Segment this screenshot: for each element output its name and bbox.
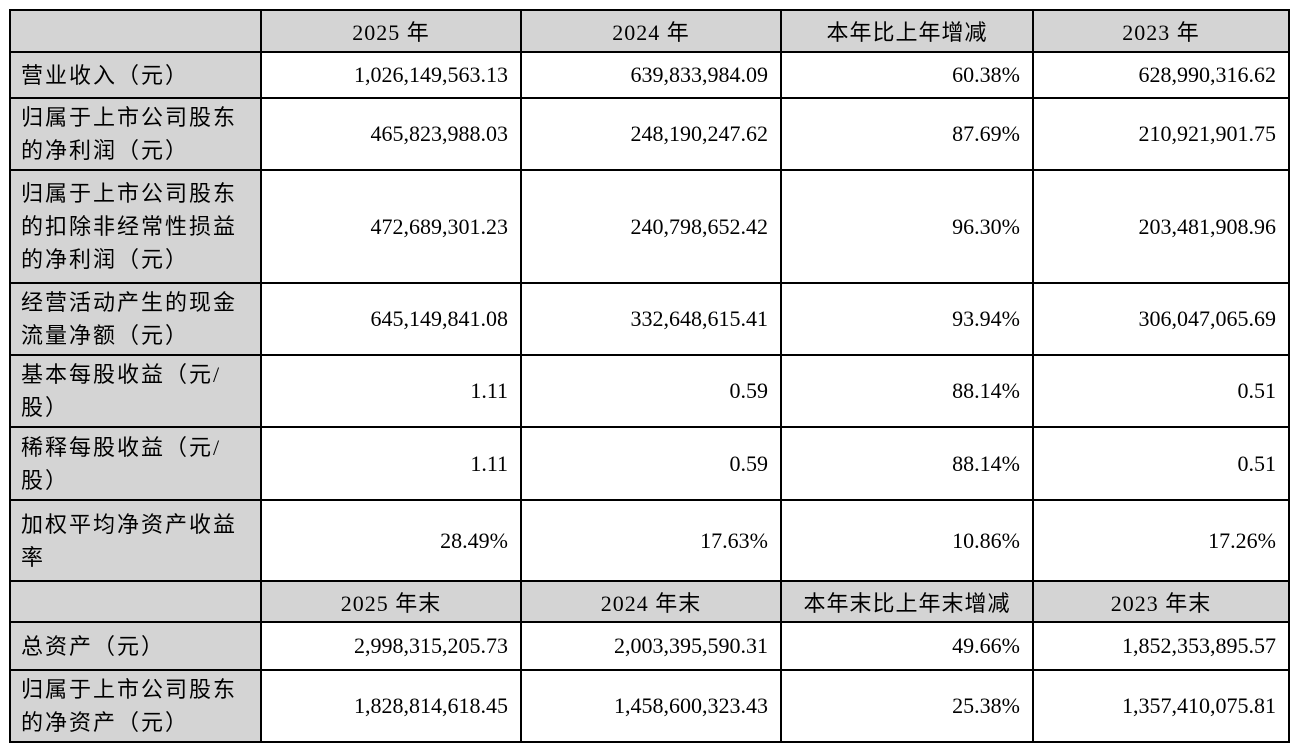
row-net-profit-deducted: 归属于上市公司股东的扣除非经常性损益的净利润（元） 472,689,301.23…	[9, 169, 1290, 284]
cell-2025-value: 28.49%	[260, 499, 522, 582]
header-year-2025: 2025 年	[260, 9, 522, 53]
cell-2023-value: 17.26%	[1032, 499, 1290, 582]
header-row-period-end: 2025 年末 2024 年末 本年末比上年末增减 2023 年末	[9, 580, 1290, 623]
header-row-annual: 2025 年 2024 年 本年比上年增减 2023 年	[9, 9, 1290, 53]
cell-2024-value: 639,833,984.09	[520, 51, 782, 99]
cell-change-value: 87.69%	[780, 97, 1034, 171]
header-corner-cell	[9, 9, 262, 53]
cell-change-value: 88.14%	[780, 426, 1034, 501]
financial-summary-table: 2025 年 2024 年 本年比上年增减 2023 年 营业收入（元） 1,0…	[9, 9, 1290, 743]
header-year-2023: 2023 年	[1032, 9, 1290, 53]
row-operating-cash-flow: 经营活动产生的现金流量净额（元） 645,149,841.08 332,648,…	[9, 282, 1290, 356]
row-label: 经营活动产生的现金流量净额（元）	[9, 282, 262, 356]
cell-change-value: 60.38%	[780, 51, 1034, 99]
row-label: 归属于上市公司股东的净资产（元）	[9, 669, 262, 743]
header-2023-year-end: 2023 年末	[1032, 580, 1290, 623]
cell-change-value: 25.38%	[780, 669, 1034, 743]
cell-2025-value: 2,998,315,205.73	[260, 621, 522, 671]
cell-2024-value: 332,648,615.41	[520, 282, 782, 356]
cell-2023-value: 1,852,353,895.57	[1032, 621, 1290, 671]
header-yoy-change: 本年比上年增减	[780, 9, 1034, 53]
cell-change-value: 10.86%	[780, 499, 1034, 582]
row-label: 基本每股收益（元/股）	[9, 354, 262, 428]
cell-2024-value: 240,798,652.42	[520, 169, 782, 284]
cell-2023-value: 210,921,901.75	[1032, 97, 1290, 171]
row-label: 加权平均净资产收益率	[9, 499, 262, 582]
cell-2023-value: 1,357,410,075.81	[1032, 669, 1290, 743]
row-label: 归属于上市公司股东的扣除非经常性损益的净利润（元）	[9, 169, 262, 284]
header-year-end-change: 本年末比上年末增减	[780, 580, 1034, 623]
cell-2025-value: 465,823,988.03	[260, 97, 522, 171]
row-diluted-eps: 稀释每股收益（元/股） 1.11 0.59 88.14% 0.51	[9, 426, 1290, 501]
header-2024-year-end: 2024 年末	[520, 580, 782, 623]
cell-2024-value: 0.59	[520, 426, 782, 501]
cell-2025-value: 645,149,841.08	[260, 282, 522, 356]
cell-2024-value: 248,190,247.62	[520, 97, 782, 171]
cell-2023-value: 628,990,316.62	[1032, 51, 1290, 99]
cell-2025-value: 1,828,814,618.45	[260, 669, 522, 743]
cell-2025-value: 1.11	[260, 354, 522, 428]
row-weighted-avg-roe: 加权平均净资产收益率 28.49% 17.63% 10.86% 17.26%	[9, 499, 1290, 582]
cell-2024-value: 0.59	[520, 354, 782, 428]
row-label: 总资产（元）	[9, 621, 262, 671]
cell-2023-value: 0.51	[1032, 354, 1290, 428]
row-revenue: 营业收入（元） 1,026,149,563.13 639,833,984.09 …	[9, 51, 1290, 99]
cell-2024-value: 1,458,600,323.43	[520, 669, 782, 743]
cell-2024-value: 2,003,395,590.31	[520, 621, 782, 671]
cell-change-value: 88.14%	[780, 354, 1034, 428]
row-basic-eps: 基本每股收益（元/股） 1.11 0.59 88.14% 0.51	[9, 354, 1290, 428]
row-net-profit: 归属于上市公司股东的净利润（元） 465,823,988.03 248,190,…	[9, 97, 1290, 171]
cell-2025-value: 1,026,149,563.13	[260, 51, 522, 99]
header-year-2024: 2024 年	[520, 9, 782, 53]
cell-change-value: 49.66%	[780, 621, 1034, 671]
cell-2023-value: 203,481,908.96	[1032, 169, 1290, 284]
cell-2024-value: 17.63%	[520, 499, 782, 582]
cell-2025-value: 472,689,301.23	[260, 169, 522, 284]
cell-2023-value: 0.51	[1032, 426, 1290, 501]
row-label: 归属于上市公司股东的净利润（元）	[9, 97, 262, 171]
cell-change-value: 96.30%	[780, 169, 1034, 284]
cell-2023-value: 306,047,065.69	[1032, 282, 1290, 356]
header-corner-cell	[9, 580, 262, 623]
row-label: 稀释每股收益（元/股）	[9, 426, 262, 501]
row-label: 营业收入（元）	[9, 51, 262, 99]
row-net-assets: 归属于上市公司股东的净资产（元） 1,828,814,618.45 1,458,…	[9, 669, 1290, 743]
cell-2025-value: 1.11	[260, 426, 522, 501]
row-total-assets: 总资产（元） 2,998,315,205.73 2,003,395,590.31…	[9, 621, 1290, 671]
header-2025-year-end: 2025 年末	[260, 580, 522, 623]
cell-change-value: 93.94%	[780, 282, 1034, 356]
